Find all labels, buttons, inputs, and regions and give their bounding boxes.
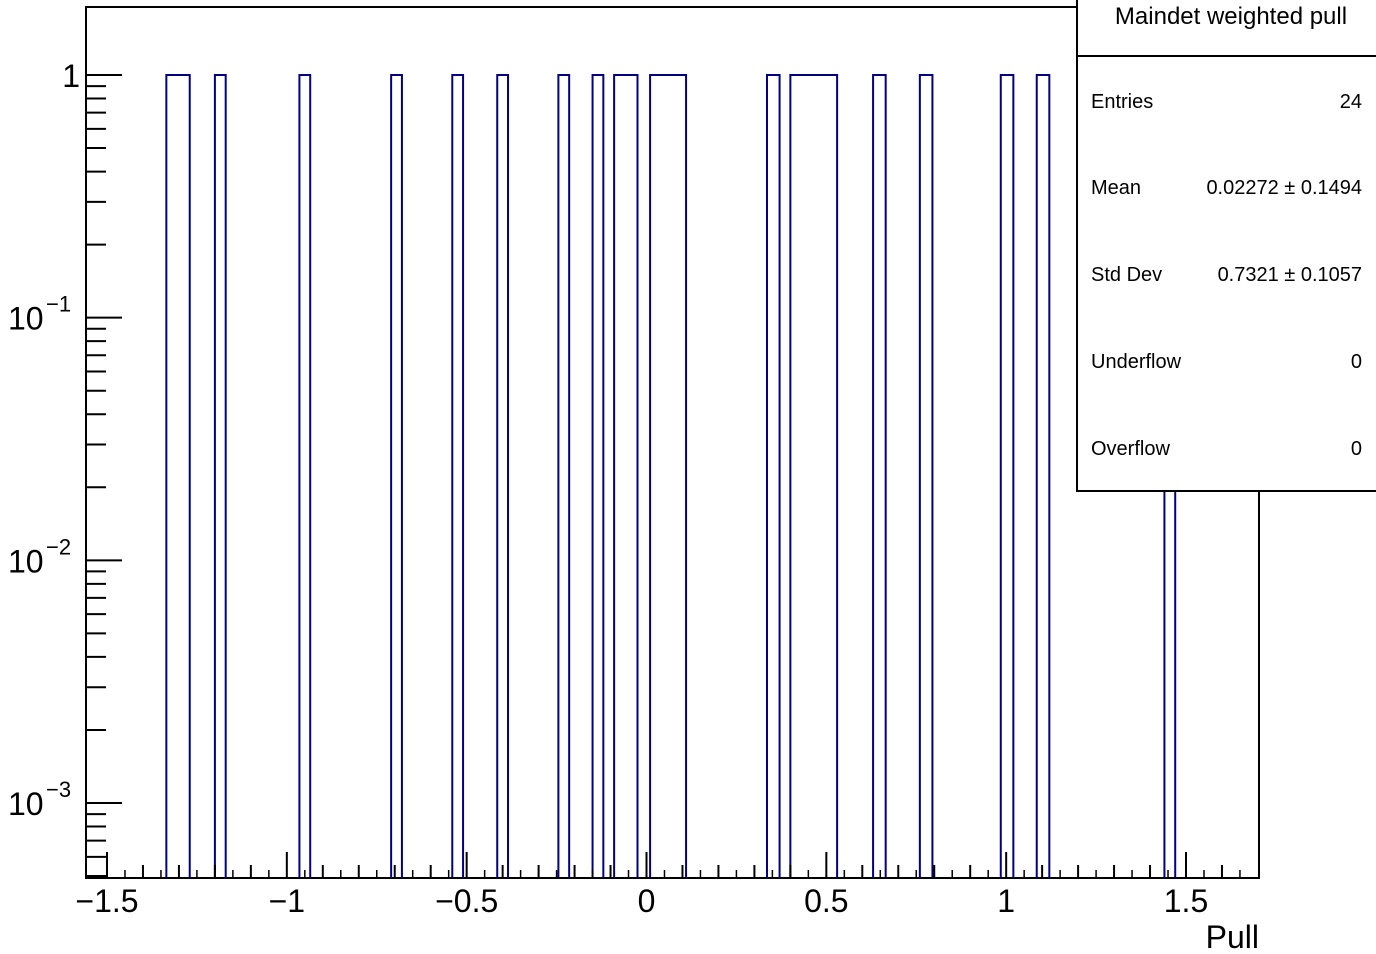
histogram-bar-8: [613, 74, 639, 878]
histogram-bar-12: [872, 74, 887, 878]
histogram-bar-4: [451, 74, 465, 878]
y-tick-label: 10: [8, 301, 44, 337]
stats-title: Maindet weighted pull: [1115, 3, 1347, 30]
x-tick-label: −1.5: [75, 883, 138, 919]
y-tick-label: 10: [8, 543, 44, 579]
x-axis: −1.5 −1 −0.5 0 0.5 1 1.5: [75, 852, 1241, 919]
y-tick-exponent: −3: [46, 777, 71, 802]
stats-row-label: Entries: [1091, 91, 1153, 113]
histogram-bar-13: [918, 74, 934, 878]
histogram-bar-1: [213, 74, 227, 878]
y-tick-exponent: −2: [46, 534, 71, 559]
stats-row-value: 24: [1340, 91, 1362, 113]
histogram-bar-2: [298, 74, 312, 878]
stats-rows: Entries 24 Mean 0.02272 ± 0.1494 Std Dev 0.73…: [1091, 91, 1362, 460]
histogram-bar-9: [649, 74, 688, 878]
y-axis: 110−110−210−3: [8, 58, 122, 878]
histogram-bars: [165, 74, 1177, 878]
histogram-bar-3: [390, 74, 403, 878]
histogram-bar-11: [789, 74, 839, 878]
histogram-bar-7: [591, 74, 605, 878]
stats-row-label: Overflow: [1091, 438, 1170, 460]
histogram-bar-14: [999, 74, 1015, 878]
stats-box: Maindet weighted pull Entries 24 Mean 0.022…: [1076, 0, 1376, 492]
stats-row-label: Mean: [1091, 177, 1141, 199]
y-tick-exponent: −1: [46, 292, 71, 317]
stats-row-value: 0.02272 ± 0.1494: [1206, 177, 1362, 199]
histogram-bar-15: [1035, 74, 1051, 878]
x-axis-label: Pull: [1206, 919, 1259, 954]
x-tick-label: −1: [269, 883, 305, 919]
stats-box-frame: [1076, 0, 1376, 492]
x-tick-label: 1.5: [1164, 883, 1208, 919]
histogram-bar-10: [765, 74, 781, 878]
histogram-bar-5: [496, 74, 510, 878]
x-tick-label: 0.5: [804, 883, 848, 919]
stats-row-value: 0: [1351, 438, 1362, 460]
x-tick-label: −0.5: [435, 883, 498, 919]
stats-row-label: Underflow: [1091, 351, 1182, 373]
y-tick-label: 1: [62, 58, 80, 94]
histogram-bar-6: [557, 74, 571, 878]
x-tick-label: 0: [638, 883, 656, 919]
stats-row-value: 0: [1351, 351, 1362, 373]
stats-row-value: 0.7321 ± 0.1057: [1218, 264, 1362, 286]
x-tick-label: 1: [997, 883, 1015, 919]
y-tick-label: 10: [8, 786, 44, 822]
stats-row-label: Std Dev: [1091, 264, 1162, 286]
histogram-bar-0: [165, 74, 191, 878]
